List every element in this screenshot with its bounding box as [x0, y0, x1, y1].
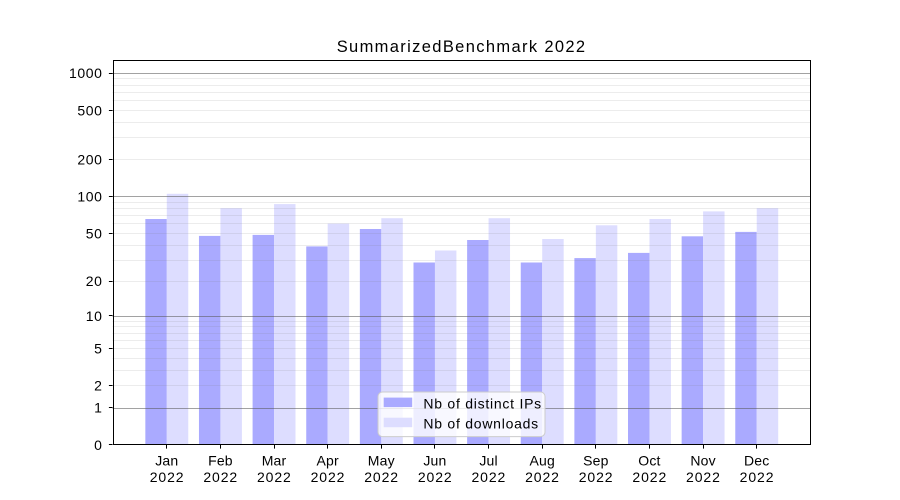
svg-text:50: 50 — [86, 225, 103, 241]
svg-text:Nb of downloads: Nb of downloads — [423, 416, 539, 432]
svg-text:1: 1 — [94, 400, 102, 416]
svg-text:10: 10 — [86, 308, 103, 324]
svg-text:100: 100 — [77, 189, 102, 205]
svg-text:500: 500 — [77, 102, 102, 118]
svg-text:1000: 1000 — [69, 65, 103, 81]
svg-text:2: 2 — [94, 378, 102, 394]
svg-text:0: 0 — [94, 437, 102, 453]
svg-text:200: 200 — [77, 152, 102, 168]
svg-text:5: 5 — [94, 340, 102, 356]
svg-text:20: 20 — [86, 273, 103, 289]
svg-text:Nb of distinct IPs: Nb of distinct IPs — [423, 395, 542, 411]
svg-text:SummarizedBenchmark 2022: SummarizedBenchmark 2022 — [337, 38, 587, 56]
